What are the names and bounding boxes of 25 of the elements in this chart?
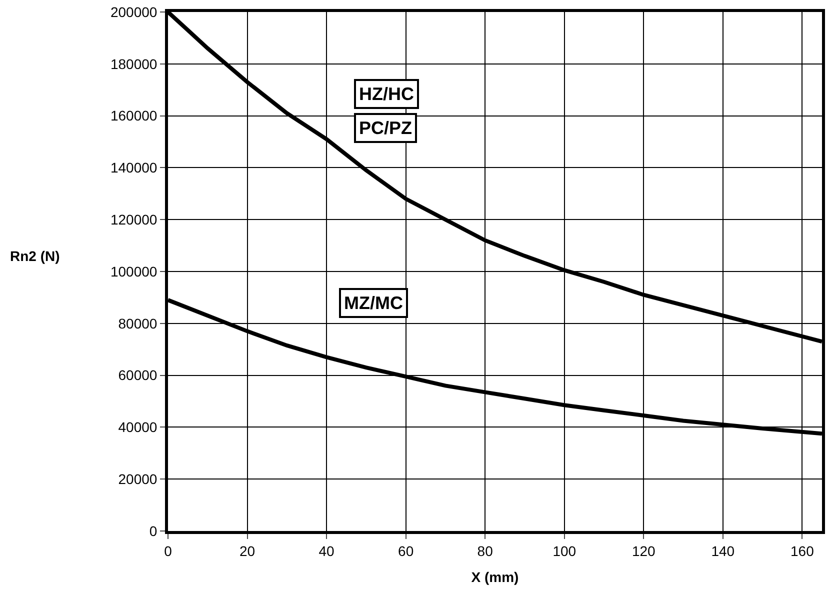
- annotation: PC/PZ: [359, 118, 412, 138]
- x-axis-title: X (mm): [471, 569, 519, 586]
- y-tick-label: 160000: [110, 108, 158, 124]
- x-tick-label: 40: [318, 542, 335, 559]
- y-tick-label: 20000: [118, 471, 158, 487]
- x-tick-label: 100: [552, 542, 576, 559]
- y-tick-label: 140000: [110, 160, 158, 176]
- y-tick-label: 40000: [118, 419, 158, 436]
- x-tick-label: 160: [790, 542, 814, 559]
- y-tick-label: 180000: [110, 56, 158, 72]
- x-tick-label: 60: [398, 542, 414, 559]
- annotation: MZ/MC: [344, 293, 403, 313]
- x-tick-label: 0: [164, 542, 172, 559]
- y-tick-label: 60000: [118, 367, 158, 384]
- y-tick-label: 120000: [110, 212, 158, 228]
- annotation: HZ/HC: [359, 84, 414, 104]
- y-tick-label: 0: [149, 522, 158, 539]
- y-axis-title: Rn2 (N): [10, 248, 60, 264]
- x-tick-label: 120: [632, 542, 656, 559]
- x-tick-label: 80: [477, 542, 494, 559]
- y-tick-label: 80000: [118, 315, 158, 332]
- x-tick-label: 140: [711, 542, 735, 559]
- y-tick-label: 100000: [110, 263, 158, 280]
- y-tick-label: 200000: [110, 4, 158, 20]
- x-tick-label: 20: [239, 542, 256, 559]
